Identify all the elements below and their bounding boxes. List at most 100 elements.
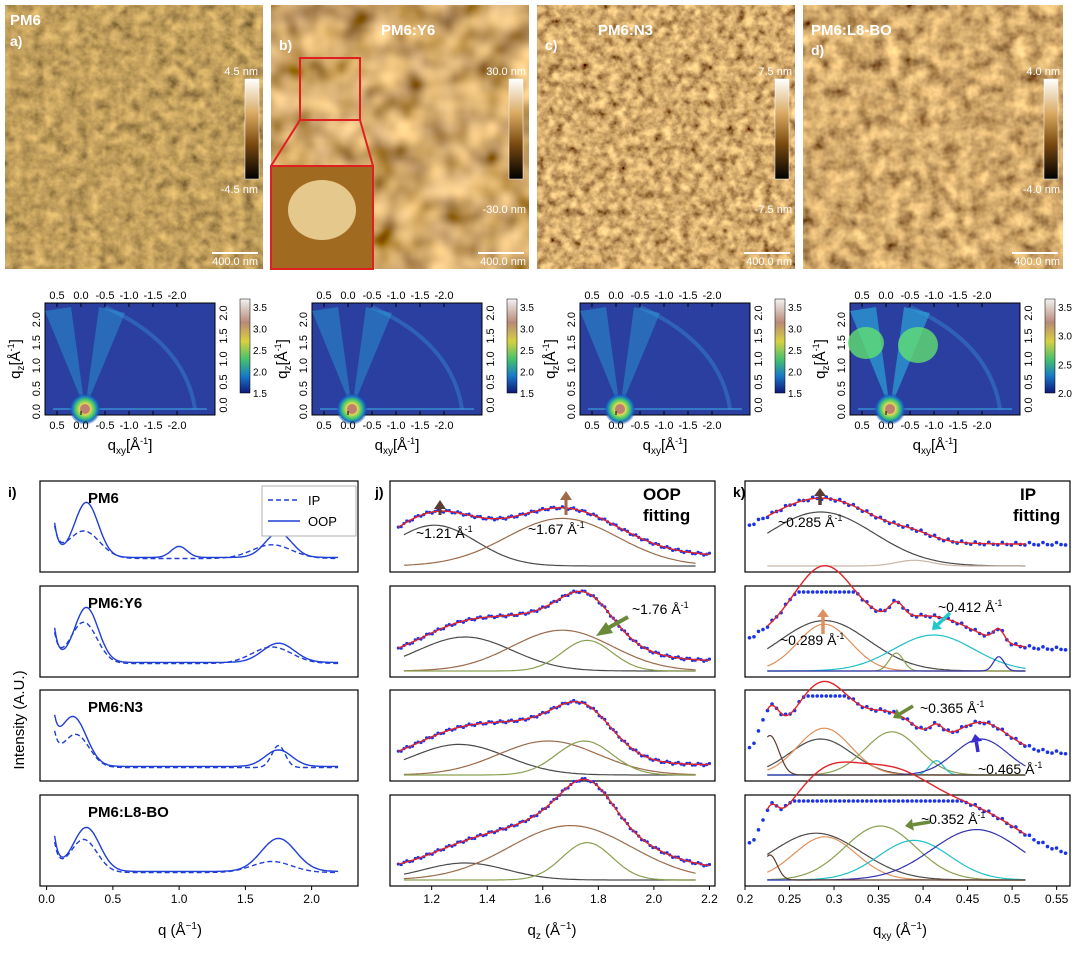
oop-fit-total-line (398, 701, 710, 766)
giwaxs-xlabel-part: ] (683, 437, 687, 454)
ip-data-point (874, 799, 878, 803)
ip-data-point (932, 799, 937, 803)
giwaxs-xlabel: qxy[Å-1] (375, 436, 420, 457)
afm-panel-b: PM6:Y6 b) 30.0 nm -30.0 nm 400.0 nm (270, 5, 529, 270)
ip-data-point (950, 799, 955, 803)
giwaxs-top-tick: -2.0 (703, 290, 722, 302)
oop-fit-frame (389, 794, 716, 887)
ip-xtick-label: 0.25 (778, 892, 802, 906)
ip-annotation-6-text: ~0.352 Å (921, 811, 978, 827)
ip-data-point (824, 799, 829, 803)
ip-annotation-2: ~0.412 Å-1 (938, 598, 1002, 615)
profiles-column: PM6 PM6:Y6 PM6:N3 PM6:L8-BO 0.0 0.5 1.0 1.5 2.0 (38, 480, 359, 906)
oop-peak-component (403, 743, 696, 776)
giwaxs-ylabel: qz[Å-1] (811, 339, 832, 379)
ip-data-point (806, 799, 810, 803)
qz-axis-label-sub: z (536, 931, 541, 942)
ip-peak-component (766, 854, 1026, 881)
giwaxs-colorbar-tick: 1.5 (788, 389, 802, 400)
giwaxs-bottom-tick: 0.0 (340, 420, 355, 432)
q-axis-label-sup: −1 (186, 921, 198, 932)
giwaxs-colorbar-tick: 2.0 (788, 368, 802, 379)
giwaxs-ylabel-part: -1 (541, 343, 551, 351)
giwaxs-colorbar-tick: 1.5 (520, 389, 534, 400)
giwaxs-left-tick: 1.0 (836, 358, 848, 373)
ip-annotation-4-sup: -1 (976, 699, 984, 709)
giwaxs-left-tick: 1.5 (566, 335, 578, 350)
ip-peak-component (766, 734, 1026, 776)
annotation-arrow-head (905, 818, 914, 831)
giwaxs-top-tick: -1.5 (411, 290, 430, 302)
ip-data-point (892, 799, 896, 803)
giwaxs-bottom-tick: 0.5 (854, 420, 869, 432)
intensity-axis-label: Intensity (A.U.) (11, 670, 28, 769)
ip-data-point (756, 517, 761, 522)
giwaxs-colorbar-tick: 3.0 (788, 325, 802, 336)
ip-data-point (819, 590, 824, 594)
ip-data-point (846, 590, 851, 594)
oop-profile-line (53, 606, 339, 664)
giwaxs-xlabel-part: -1 (945, 436, 953, 446)
ip-data-point (887, 799, 892, 803)
annotation-arrow-head (560, 491, 572, 500)
ip-data-point (747, 745, 752, 750)
profile-xtick-label: 0.0 (38, 892, 55, 906)
ip-data-point (1032, 646, 1036, 651)
oop-peak-component (403, 636, 696, 672)
oop-xtick-label: 1.2 (423, 892, 440, 906)
giwaxs-xlabel-part: -1 (675, 436, 683, 446)
giwaxs-ylabel-part: q (274, 371, 291, 379)
giwaxs-colorbar-tick: 3.0 (520, 325, 534, 336)
giwaxs-right-tick: 1.5 (485, 328, 497, 343)
ip-data-point (905, 799, 910, 803)
oop-xtick-label: 1.8 (590, 892, 607, 906)
oop-fit-total-line (397, 507, 710, 556)
profile-xtick-label: 0.5 (105, 892, 122, 906)
giwaxs-wedge (312, 307, 352, 409)
ip-data-point (761, 818, 765, 822)
ip-data-point (1041, 645, 1045, 649)
ip-data-point (1059, 849, 1063, 854)
giwaxs-ylabel-part: q (7, 371, 24, 379)
ip-annotation-2-sup: -1 (994, 598, 1002, 608)
oop-xtick-label: 2.0 (646, 892, 663, 906)
giwaxs-bottom-tick: 0.0 (73, 420, 88, 432)
ip-data-point (1045, 542, 1050, 547)
ip-data-point (923, 799, 928, 803)
giwaxs-bottom-tick: -1.0 (925, 420, 944, 432)
giwaxs-xlabel-part: q (643, 437, 651, 454)
afm-panel-c: PM6:N3 c) 7.5 nm -7.5 nm 400.0 nm (537, 5, 795, 269)
ip-data-point (1027, 833, 1032, 838)
giwaxs-bottom-tick: -2.0 (973, 420, 992, 432)
ip-data-point (1032, 542, 1036, 547)
oop-annotation-3-text: ~1.76 Å (632, 601, 681, 617)
giwaxs-xlabel: qxy[Å-1] (643, 436, 688, 457)
giwaxs-ylabel-part: z (283, 366, 294, 371)
ip-data-point (828, 694, 833, 698)
ip-data-point (851, 799, 856, 803)
giwaxs-ylabel-part: [Å (812, 351, 829, 365)
afm-panel-a: PM6 a) 4.5 nm -4.5 nm 400.0 nm (5, 5, 263, 269)
giwaxs-bottom-tick: -2.0 (703, 420, 722, 432)
ip-data-point (869, 799, 874, 803)
ip-data-point (806, 590, 810, 594)
ip-data-point (819, 799, 824, 803)
giwaxs-right-tick: 1.0 (218, 351, 230, 366)
giwaxs-left-tick: 0.5 (298, 381, 310, 396)
giwaxs-bottom-tick: -2.0 (435, 420, 454, 432)
ip-data-point (1027, 743, 1032, 748)
ip-data-point (860, 799, 865, 803)
ip-data-point (756, 629, 761, 634)
ip-data-point (801, 799, 806, 803)
giwaxs-bottom-tick: -1.5 (949, 420, 968, 432)
giwaxs-xlabel-part: -1 (140, 436, 148, 446)
giwaxs-bottom-tick: -0.5 (631, 420, 650, 432)
giwaxs-top-tick: -0.5 (901, 290, 920, 302)
oop-annotation-3-sup: -1 (681, 600, 689, 610)
ip-data-point (1063, 648, 1068, 652)
annotation-arrow-shaft (912, 820, 931, 827)
afm-scalebar-label: 400.0 nm (480, 256, 526, 268)
ip-data-point (756, 729, 761, 733)
giwaxs-row: 0.5 0.0 -0.5 -1.0 -1.5 -2.0 0.5 0.0 -0.5 -1.0 -1.5… (6, 290, 1072, 457)
ip-annotation-1-text: ~0.285 Å (778, 514, 835, 530)
